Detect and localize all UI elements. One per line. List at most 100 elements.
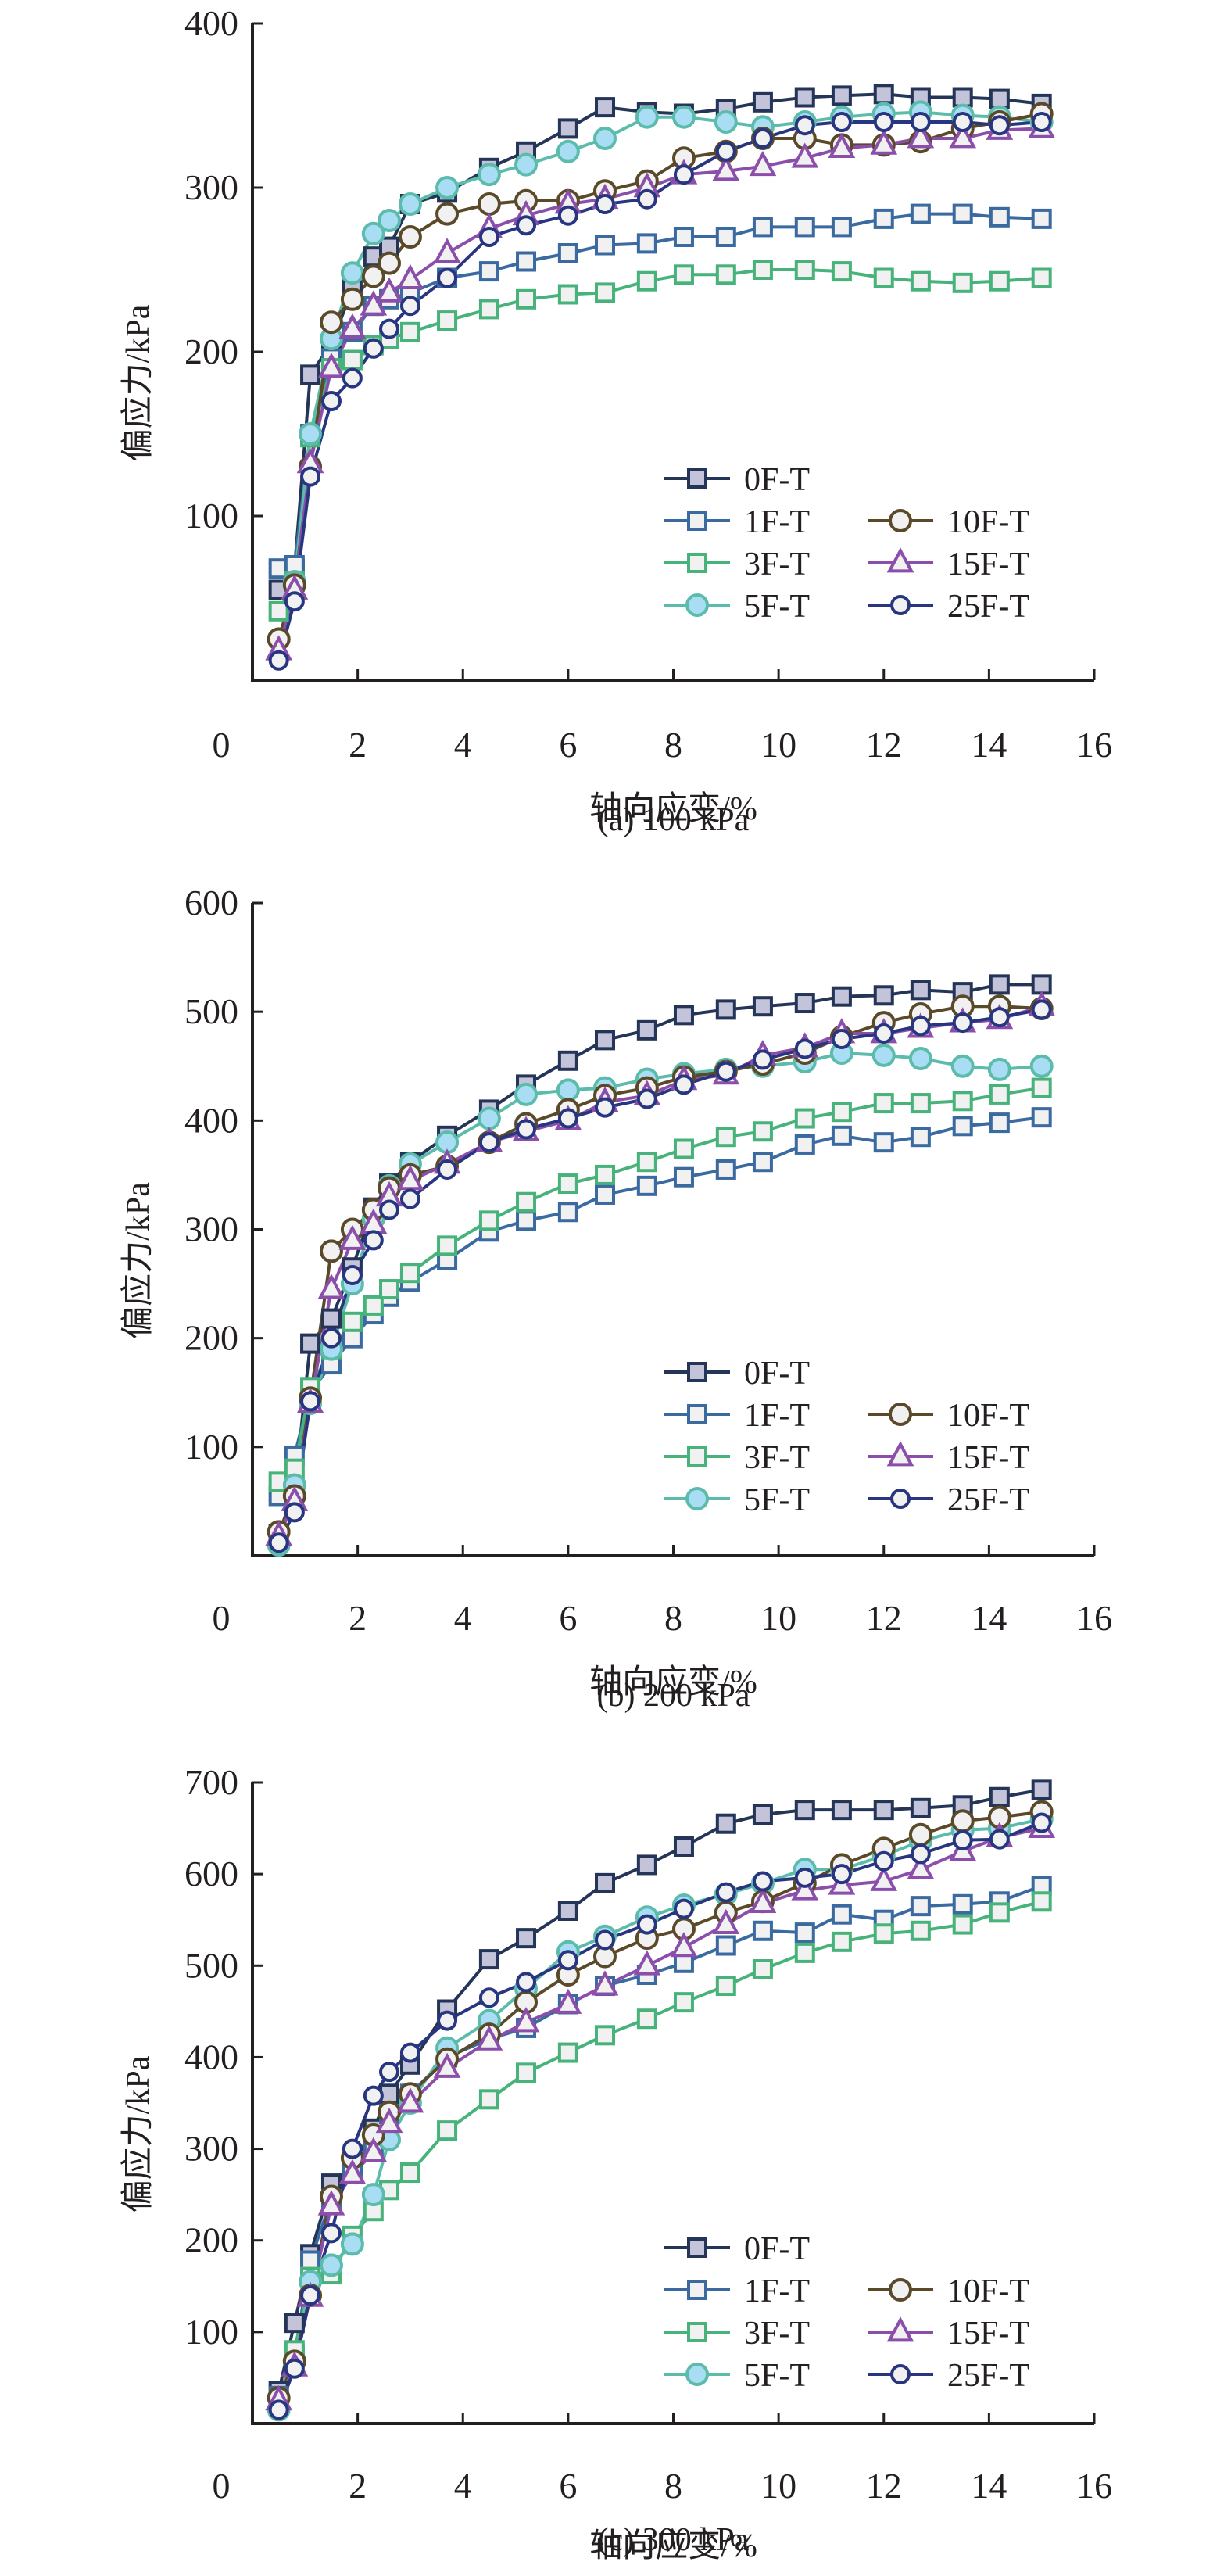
data-point-3F-T: [989, 270, 1010, 292]
data-point-25F-T: [516, 1119, 537, 1140]
data-point-5F-T: [514, 1082, 539, 1106]
data-point-3F-T: [594, 282, 615, 303]
data-point-1F-T: [594, 235, 615, 256]
data-point-0F-T: [557, 1901, 578, 1921]
y-tick-label: 700: [184, 1762, 238, 1802]
data-point-0F-T: [715, 999, 736, 1020]
series-markers-3F-T: [268, 1077, 1052, 1492]
x-tick-label: 12: [866, 725, 902, 765]
y-tick-label: 200: [184, 331, 238, 371]
legend: 0F-T 1F-T 3F-T 5F-T 10F-T 15F-T 25F-T: [664, 1356, 1029, 1518]
series-line-25F-T: [277, 120, 1042, 661]
data-point-0F-T: [910, 1797, 931, 1818]
data-point-0F-T: [752, 91, 773, 113]
data-point-3F-T: [437, 1235, 458, 1256]
series-line-10F-T: [277, 1005, 1042, 1533]
data-point-3F-T: [379, 1279, 400, 1300]
data-point-25F-T: [363, 1230, 384, 1251]
data-point-10F-T: [950, 1809, 975, 1833]
data-point-15F-T: [791, 1875, 819, 1901]
data-point-0F-T: [752, 1804, 773, 1825]
data-point-25F-T: [557, 205, 578, 226]
data-point-1F-T: [636, 1175, 657, 1196]
data-point-1F-T: [752, 217, 773, 238]
legend-item-3F-T: 3F-T: [664, 546, 810, 582]
data-point-15F-T: [907, 123, 935, 149]
data-point-3F-T: [715, 1976, 736, 1997]
data-point-25F-T: [636, 1088, 657, 1109]
data-point-15F-T: [791, 142, 819, 168]
data-point-3F-T: [910, 1093, 931, 1114]
data-point-25F-T: [989, 1007, 1010, 1028]
data-point-10F-T: [340, 287, 364, 311]
data-point-25F-T: [379, 1199, 400, 1220]
data-point-0F-T: [557, 1050, 578, 1071]
data-point-1F-T: [715, 227, 736, 247]
data-point-1F-T: [989, 1112, 1010, 1134]
legend-item-10F-T: 10F-T: [868, 2273, 1029, 2309]
legend-label: 1F-T: [744, 2273, 810, 2309]
legend-item-25F-T: 25F-T: [868, 1482, 1029, 1518]
data-point-3F-T: [557, 1173, 578, 1195]
data-point-1F-T: [794, 1134, 815, 1155]
data-point-25F-T: [673, 1898, 694, 1919]
data-point-0F-T: [594, 1872, 615, 1893]
data-point-25F-T: [300, 2285, 321, 2306]
data-point-15F-T: [949, 123, 977, 149]
legend-item-15F-T: 15F-T: [868, 546, 1029, 582]
data-point-25F-T: [399, 2042, 420, 2063]
data-point-10F-T: [908, 1822, 932, 1847]
data-point-25F-T: [284, 591, 305, 612]
data-point-25F-T: [379, 2062, 400, 2083]
legend-item-1F-T: 1F-T: [664, 1398, 810, 1434]
data-point-25F-T: [320, 391, 342, 411]
data-point-0F-T: [673, 1005, 694, 1026]
chart-panel-c: 0 2 4 6 8 10 12 14 16 100 200 300 400 500 600 700 轴向应变/%…: [0, 1728, 1231, 2572]
data-point-3F-T: [873, 267, 894, 288]
data-point-25F-T: [516, 215, 537, 236]
data-point-15F-T: [338, 1224, 367, 1250]
data-point-15F-T: [433, 238, 461, 263]
data-point-0F-T: [636, 1019, 657, 1041]
data-point-25F-T: [342, 2138, 363, 2159]
data-point-25F-T: [268, 1532, 289, 1553]
data-point-1F-T: [557, 1202, 578, 1223]
data-point-25F-T: [952, 1012, 973, 1034]
data-point-5F-T: [671, 105, 696, 129]
x-tick-label: 16: [1076, 2466, 1112, 2506]
data-point-0F-T: [873, 1800, 894, 1821]
data-point-15F-T: [360, 290, 388, 316]
data-point-15F-T: [317, 353, 345, 378]
legend-label: 3F-T: [744, 1440, 810, 1476]
data-point-25F-T: [437, 1159, 458, 1180]
data-point-25F-T: [910, 112, 931, 132]
data-point-1F-T: [673, 227, 694, 247]
data-point-25F-T: [752, 128, 773, 149]
data-point-3F-T: [594, 2025, 615, 2046]
data-point-5F-T: [319, 2253, 343, 2277]
x-tick-label: 10: [760, 725, 796, 765]
data-point-25F-T: [673, 164, 694, 185]
data-point-15F-T: [870, 129, 898, 155]
data-point-0F-T: [715, 1813, 736, 1834]
data-point-3F-T: [952, 1914, 973, 1935]
data-point-25F-T: [284, 1502, 305, 1523]
data-point-15F-T: [396, 2087, 424, 2113]
legend-marker: [889, 509, 912, 532]
data-point-25F-T: [873, 1023, 894, 1044]
data-point-1F-T: [516, 1210, 537, 1231]
data-point-0F-T: [594, 97, 615, 118]
data-point-1F-T: [873, 1132, 894, 1153]
data-point-1F-T: [300, 2250, 321, 2271]
data-point-0F-T: [300, 364, 321, 385]
data-point-5F-T: [299, 422, 323, 446]
data-point-3F-T: [873, 1093, 894, 1114]
data-point-25F-T: [794, 1867, 815, 1888]
series-markers-15F-T: [265, 113, 1056, 661]
legend-marker: [687, 2237, 707, 2258]
legend-marker: [685, 593, 709, 617]
data-point-25F-T: [1031, 112, 1052, 132]
data-point-25F-T: [399, 296, 420, 317]
legend-marker: [687, 511, 707, 531]
data-point-3F-T: [952, 272, 973, 293]
